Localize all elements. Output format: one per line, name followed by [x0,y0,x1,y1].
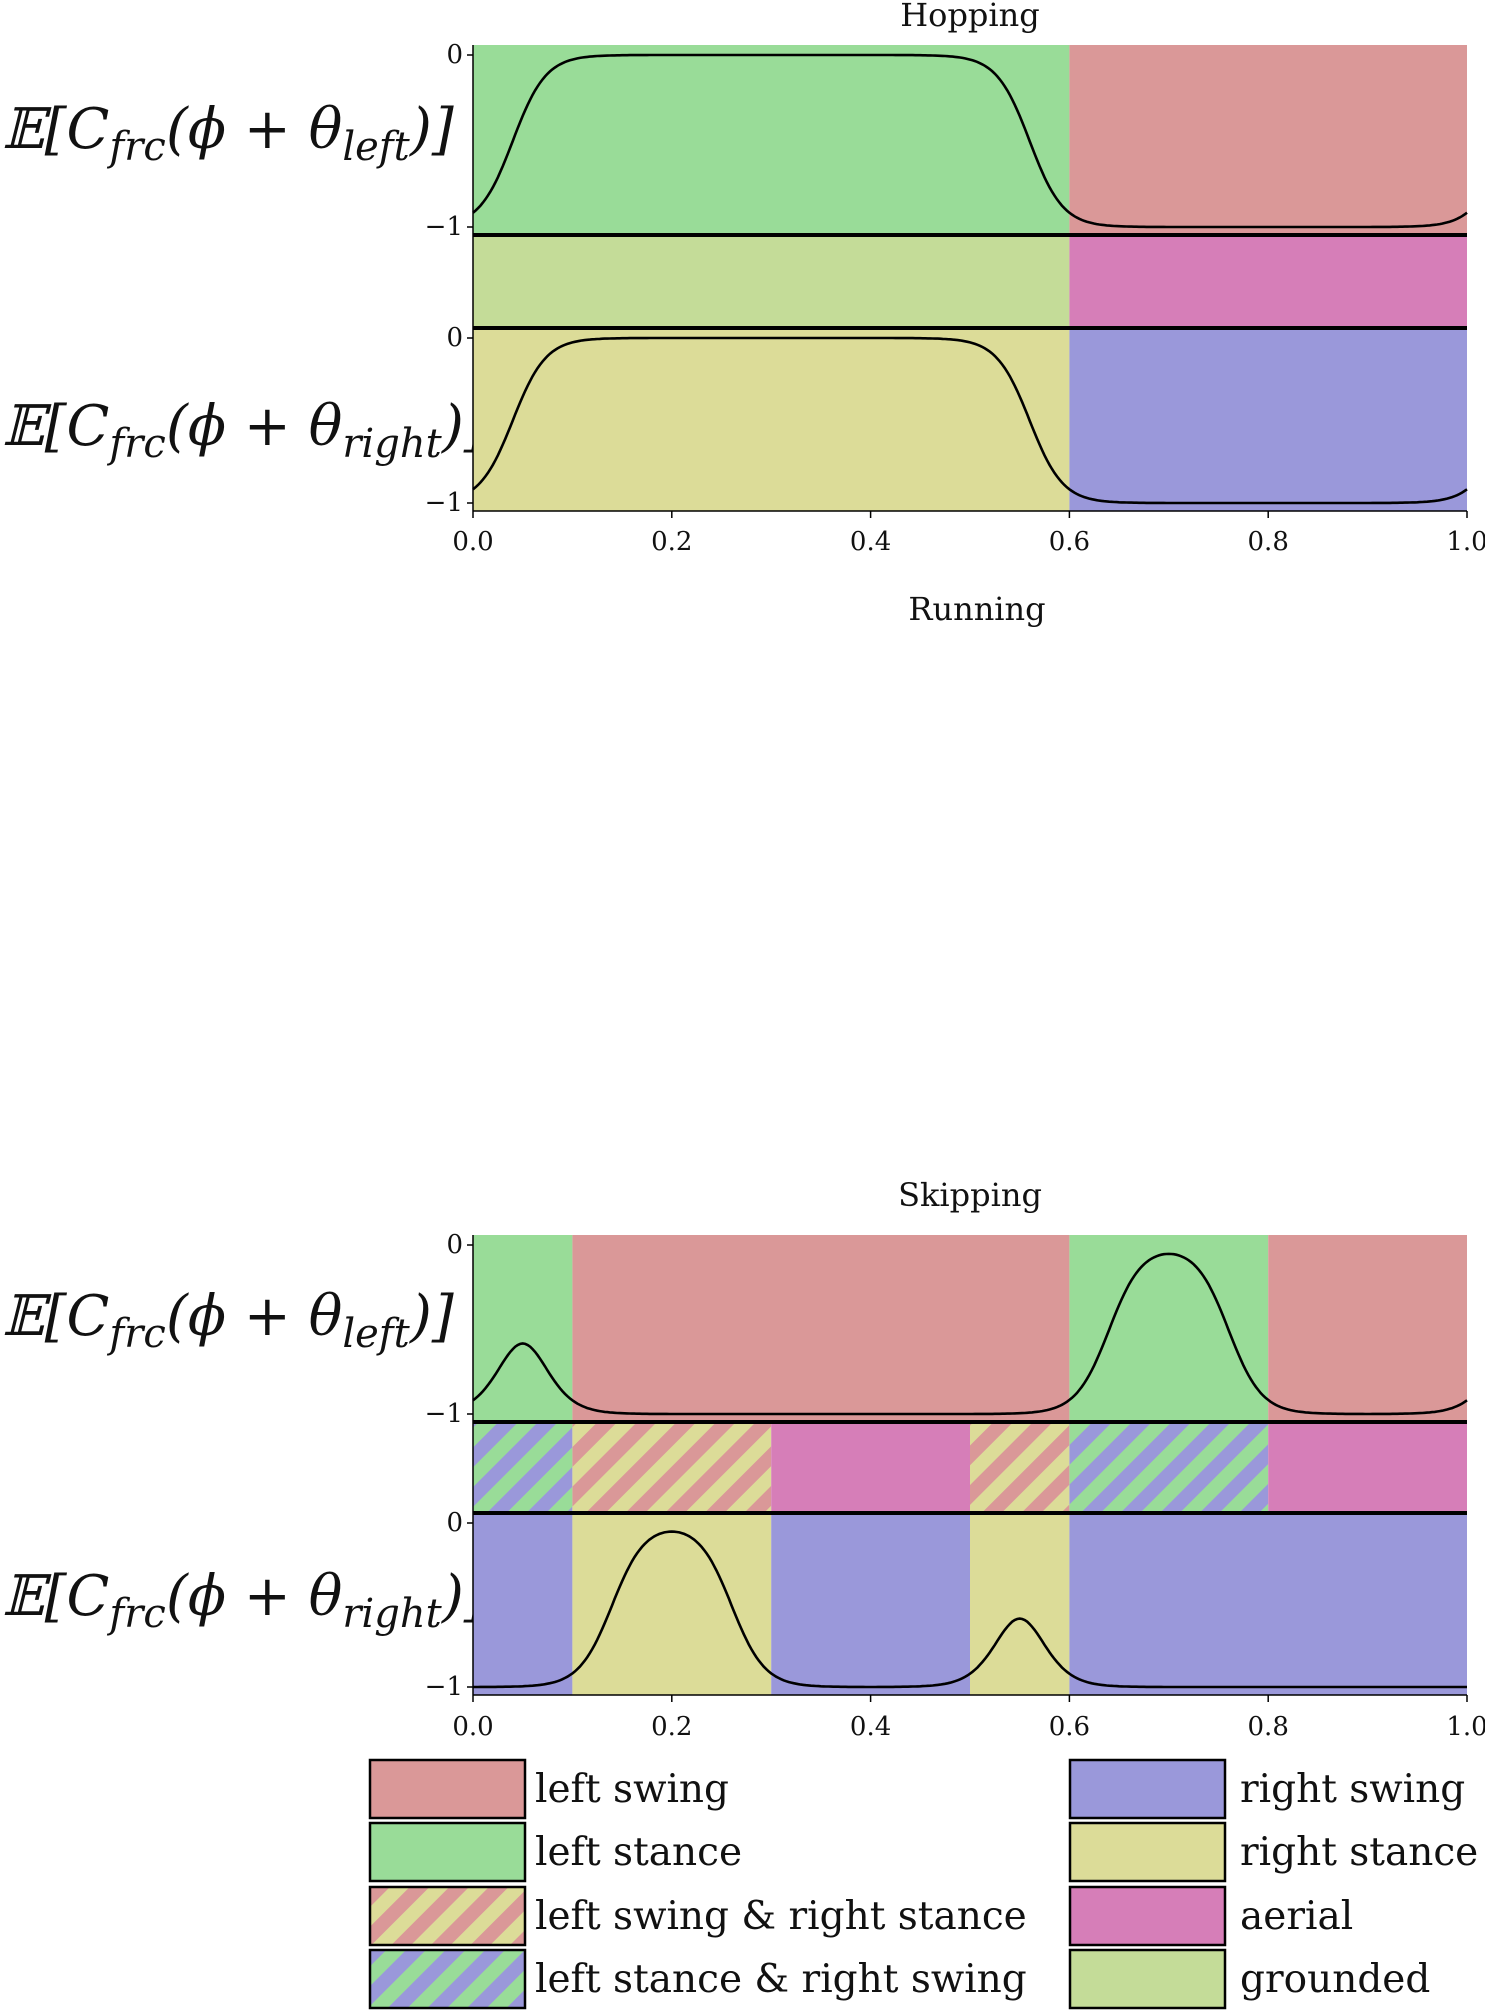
legend-swatch [1068,1821,1227,1883]
contact-phase-band-lst_rsw [1069,1422,1269,1513]
ylabel-left: 𝔼[Cfrc (ϕ + θleft )] [2,1284,454,1357]
panel-skipping: Skipping [898,1176,1042,1214]
panel-title: Skipping [898,1176,1042,1214]
right-phase-band-right_stance [473,328,1070,511]
y-tick-label: 0 [446,323,463,353]
left-phase-band-left_stance [473,45,1070,235]
panel-title: Running [908,590,1045,628]
legend-item-right_swing: right swing [1068,1758,1465,1820]
x-tick-label: 0.2 [651,527,692,557]
ylabel-text: 𝔼[Cfrc (ϕ + θright )] [2,1564,486,1637]
legend-label: left stance [535,1830,742,1875]
ylabel-text: 𝔼[Cfrc (ϕ + θright )] [2,394,486,467]
x-tick-label: 0.6 [1049,527,1090,557]
legend-swatch [368,1948,527,2010]
y-tick-label: 0 [446,1508,463,1538]
x-tick-label: 0.0 [452,527,493,557]
legend-label: right stance [1240,1830,1478,1875]
left-contact-curve [472,53,1468,229]
y-tick-label: −1 [425,1672,463,1702]
contact-phase-band-lst_rsw [473,1422,573,1513]
y-tick-label: −1 [425,488,463,518]
ylabel-right: 𝔼[Cfrc (ϕ + θright )] [2,1564,486,1637]
left-phase-band-left_stance [1069,1235,1269,1422]
legend-item-right_stance: right stance [1068,1821,1478,1883]
x-tick-label: 0.4 [850,1712,891,1742]
x-tick-label: 0.8 [1248,527,1289,557]
y-tick-label: −1 [425,1399,463,1429]
contact-phase-band-aerial [771,1422,970,1513]
panel-title: Hopping [900,0,1039,34]
left-phase-band-left_stance [473,1235,573,1422]
x-tick-label: 0.8 [1248,1712,1289,1742]
contact-phase-band-aerial [1069,235,1467,328]
legend-swatch [1068,1885,1227,1947]
legend-item-lst_rsw: left stance & right swing [368,1948,1027,2010]
x-tick-label: 0.6 [1049,1712,1090,1742]
right-contact-curve [473,1530,1467,1689]
x-tick-label: 0.4 [850,527,891,557]
legend-label: left stance & right swing [535,1957,1027,2002]
right-phase-band-right_swing [473,1513,573,1695]
panel-hopping: Hopping 𝔼[Cfrc (ϕ + θleft )] 𝔼[Cfrc (ϕ +… [2,0,1485,557]
legend-item-aerial: aerial [1068,1885,1353,1947]
right-phase-band-right_swing [1069,328,1467,511]
right-phase-band-right_swing [1069,1513,1467,1695]
contact-phase-band-lsw_rst [572,1422,772,1513]
right-phase-band-right_swing [771,1513,970,1695]
plot-area: 0 −1 0 −1 0.0 0.2 0.4 0.6 0.8 1.0 [425,40,1485,557]
legend-swatch [368,1821,527,1883]
legend-label: left swing & right stance [535,1894,1027,1939]
right-contact-curve [472,336,1468,505]
legend-label: aerial [1240,1894,1353,1939]
left-phase-band-left_swing [572,1235,1070,1422]
legend: left swing left stance left swing & right … [368,1758,1478,2010]
ylabel-text: 𝔼[Cfrc (ϕ + θleft )] [2,97,454,170]
left-contact-curve [472,1252,1468,1416]
left-phase-band-left_swing [1069,45,1467,235]
ylabel-left: 𝔼[Cfrc (ϕ + θleft )] [2,97,454,170]
x-tick-label: 1.0 [1446,527,1485,557]
right-phase-band-right_stance [970,1513,1070,1695]
legend-label: right swing [1240,1767,1465,1812]
panel-running: Running 𝔼[Cfrc (ϕ + θleft )] 𝔼[Cfrc (ϕ +… [2,590,1485,1742]
legend-swatch [368,1758,527,1820]
y-tick-label: −1 [425,212,463,242]
contact-phase-band-lsw_rst [970,1422,1070,1513]
legend-item-left_swing: left swing [368,1758,729,1820]
legend-swatch [1068,1758,1227,1820]
x-tick-label: 0.2 [651,1712,692,1742]
ylabel-right: 𝔼[Cfrc (ϕ + θright )] [2,394,486,467]
x-tick-label: 0.0 [452,1712,493,1742]
plot-area: 0 −1 0 −1 0.0 0.2 0.4 0.6 0.8 1.0 [425,1230,1485,1742]
legend-label: grounded [1240,1957,1430,2002]
contact-phase-band-grounded [473,235,1070,328]
y-tick-label: 0 [446,40,463,70]
right-phase-band-right_stance [572,1513,772,1695]
legend-swatch [368,1885,527,1947]
contact-phase-band-aerial [1268,1422,1467,1513]
ylabel-text: 𝔼[Cfrc (ϕ + θleft )] [2,1284,454,1357]
legend-item-left_stance: left stance [368,1821,742,1883]
legend-item-lsw_rst: left swing & right stance [368,1885,1027,1947]
left-phase-band-left_swing [1268,1235,1467,1422]
legend-item-grounded: grounded [1068,1948,1430,2010]
x-tick-label: 1.0 [1446,1712,1485,1742]
legend-label: left swing [535,1767,729,1812]
legend-swatch [1068,1948,1227,2010]
y-tick-label: 0 [446,1230,463,1260]
